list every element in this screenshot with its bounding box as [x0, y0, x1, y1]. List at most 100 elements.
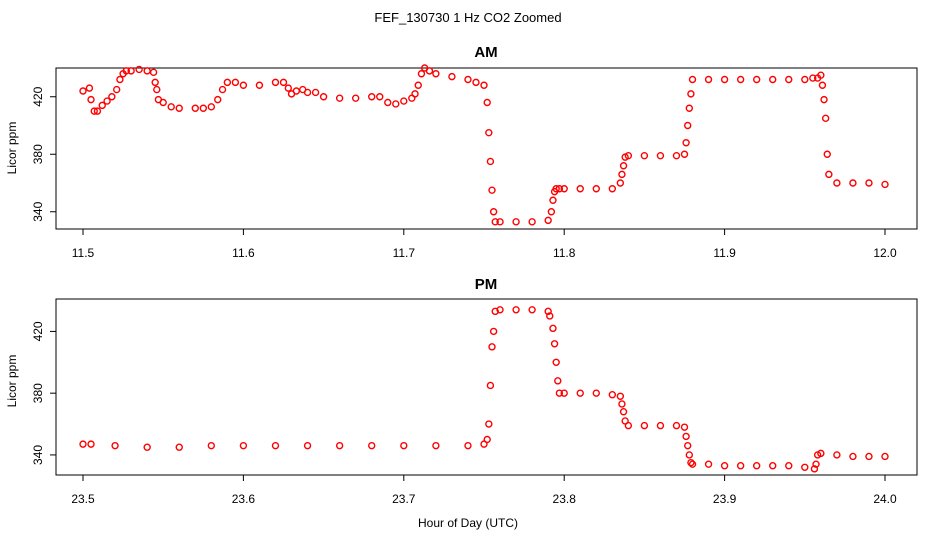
pm-data-point — [618, 400, 626, 408]
am-data-point — [576, 185, 584, 193]
pm-y-tick-label: 340 — [31, 445, 45, 465]
am-data-point — [218, 85, 227, 94]
pm-data-point — [752, 462, 761, 470]
pm-data-point — [485, 420, 493, 428]
pm-data-point — [432, 441, 440, 450]
am-panel-title: AM — [474, 44, 497, 61]
am-data-point — [98, 101, 106, 110]
am-data-point — [488, 186, 496, 194]
am-data-point — [687, 90, 695, 98]
pm-data-point — [684, 441, 692, 450]
pm-data-point — [608, 391, 617, 399]
pm-x-tick-label: 23.5 — [71, 492, 95, 506]
pm-data-point — [87, 440, 95, 448]
am-data-point — [809, 74, 817, 82]
am-data-point — [472, 78, 480, 87]
am-data-point — [680, 150, 689, 158]
pm-data-point — [552, 358, 560, 366]
am-data-point — [486, 157, 495, 166]
pm-data-point — [483, 435, 491, 444]
am-data-point — [823, 150, 831, 158]
am-data-point — [512, 218, 520, 226]
am-data-point — [552, 185, 560, 193]
am-data-point — [271, 78, 280, 87]
am-data-points — [79, 64, 889, 226]
am-x-tick-label: 11.7 — [393, 246, 416, 260]
am-data-point — [127, 67, 135, 75]
am-data-point — [818, 81, 827, 89]
am-data-point — [464, 75, 472, 84]
pm-data-point — [849, 452, 857, 461]
pm-data-point — [624, 421, 633, 430]
pm-x-tick-label: 23.7 — [392, 492, 416, 506]
pm-y-tick-label: 380 — [31, 383, 45, 403]
am-data-point — [881, 180, 889, 189]
am-data-point — [496, 218, 504, 226]
am-data-point — [825, 170, 833, 179]
pm-data-point — [619, 408, 628, 416]
am-data-point — [801, 75, 809, 84]
am-data-point — [79, 87, 87, 95]
pm-data-point — [736, 462, 745, 470]
pm-data-point — [486, 381, 495, 390]
am-data-point — [448, 72, 456, 81]
pm-y-axis-label: Licor ppm — [5, 355, 19, 408]
am-data-point — [311, 88, 320, 97]
pm-data-point — [592, 389, 600, 397]
pm-data-point — [616, 392, 625, 400]
am-data-point — [411, 90, 419, 98]
am-data-point — [619, 162, 628, 170]
pm-data-point — [555, 389, 564, 397]
pm-data-point — [491, 307, 499, 316]
pm-data-point — [801, 463, 809, 471]
am-x-ticks: 11.5 11.6 11.7 11.8 11.9 12.0 — [72, 228, 897, 260]
am-data-point — [191, 104, 199, 112]
am-data-point — [279, 78, 288, 87]
am-data-point — [547, 208, 556, 216]
am-panel: AM Licor ppm 11.5 11.6 11.7 11.8 11.9 12.0 34… — [5, 44, 918, 260]
am-data-point — [153, 85, 161, 94]
am-data-point — [90, 107, 98, 115]
pm-data-point — [489, 327, 498, 336]
pm-data-point — [79, 440, 87, 448]
am-data-point — [491, 218, 499, 226]
am-data-point — [849, 179, 857, 187]
am-data-point — [560, 185, 568, 193]
am-data-point — [239, 81, 248, 89]
am-data-point — [736, 75, 745, 84]
am-y-ticks: 340 380 420 — [31, 86, 56, 222]
am-data-point — [865, 179, 873, 187]
pm-data-point — [400, 441, 408, 450]
am-data-point — [335, 94, 344, 102]
figure-title: FEF_130730 1 Hz CO2 Zoomed — [374, 10, 561, 25]
am-y-tick-label: 380 — [31, 144, 45, 164]
am-data-point — [151, 78, 159, 87]
pm-data-point — [488, 343, 496, 351]
pm-data-points — [79, 306, 889, 473]
am-plot-frame — [55, 67, 918, 230]
am-data-point — [392, 100, 400, 108]
am-data-point — [214, 95, 222, 104]
pm-y-tick-label: 420 — [31, 321, 45, 341]
am-data-point — [616, 179, 625, 187]
am-data-point — [376, 93, 384, 101]
pm-x-tick-label: 23.8 — [553, 492, 577, 506]
pm-x-tick-label: 23.6 — [232, 492, 256, 506]
pm-data-point — [207, 441, 216, 450]
am-data-point — [544, 216, 552, 225]
pm-data-point — [528, 306, 536, 314]
am-data-point — [175, 104, 183, 112]
pm-x-tick-label: 23.9 — [713, 492, 737, 506]
am-data-point — [672, 151, 681, 160]
pm-data-point — [175, 443, 183, 451]
am-data-point — [624, 151, 633, 160]
am-data-point — [618, 170, 626, 179]
pm-data-point — [812, 460, 820, 468]
am-data-point — [432, 70, 440, 78]
am-y-tick-label: 420 — [31, 86, 45, 106]
pm-data-point — [682, 432, 690, 441]
pm-panel-title: PM — [475, 276, 498, 293]
pm-data-point — [550, 340, 559, 348]
am-data-point — [255, 81, 264, 89]
am-data-point — [752, 75, 761, 84]
